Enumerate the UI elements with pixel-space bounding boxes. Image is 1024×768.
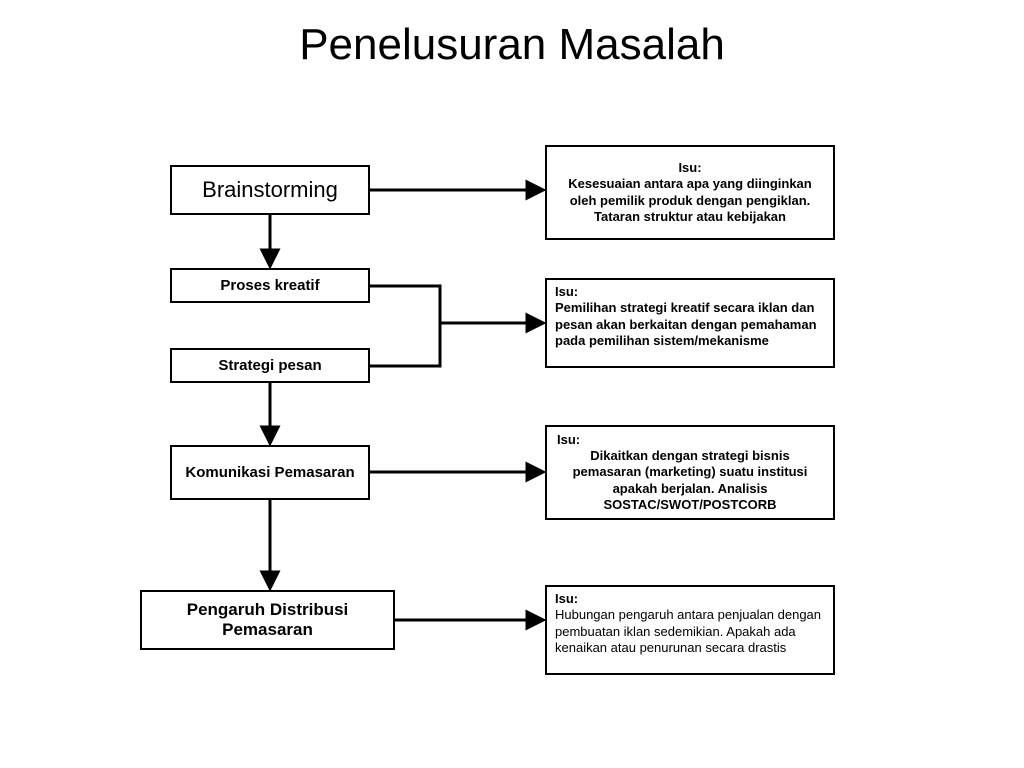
node-isu-2: Isu: Pemilihan strategi kreatif secara i… bbox=[545, 278, 835, 368]
node-komunikasi-pemasaran: Komunikasi Pemasaran bbox=[170, 445, 370, 500]
node-pengaruh-distribusi: Pengaruh Distribusi Pemasaran bbox=[140, 590, 395, 650]
issue-body: Kesesuaian antara apa yang diinginkan ol… bbox=[568, 176, 811, 224]
issue-body: Pemilihan strategi kreatif secara iklan … bbox=[555, 300, 817, 348]
node-label: Brainstorming bbox=[202, 177, 338, 203]
issue-label: Isu: bbox=[557, 432, 580, 447]
page-title: Penelusuran Masalah bbox=[0, 20, 1024, 70]
node-brainstorming: Brainstorming bbox=[170, 165, 370, 215]
node-isu-3: Isu: Dikaitkan dengan strategi bisnis pe… bbox=[545, 425, 835, 520]
node-label: Komunikasi Pemasaran bbox=[185, 464, 354, 481]
node-isu-4: Isu: Hubungan pengaruh antara penjualan … bbox=[545, 585, 835, 675]
issue-body: Hubungan pengaruh antara penjualan denga… bbox=[555, 607, 821, 655]
node-label: Strategi pesan bbox=[218, 357, 321, 374]
issue-label: Isu: bbox=[678, 160, 701, 175]
issue-label: Isu: bbox=[555, 591, 578, 606]
node-label: Proses kreatif bbox=[220, 277, 319, 294]
node-label: Pengaruh Distribusi Pemasaran bbox=[150, 600, 385, 640]
node-strategi-pesan: Strategi pesan bbox=[170, 348, 370, 383]
connectors bbox=[0, 0, 1024, 768]
diagram-canvas: Penelusuran Masalah Brainstorming Proses… bbox=[0, 0, 1024, 768]
issue-body: Dikaitkan dengan strategi bisnis pemasar… bbox=[573, 448, 808, 512]
edge-bracket-isu2 bbox=[370, 286, 543, 366]
node-proses-kreatif: Proses kreatif bbox=[170, 268, 370, 303]
issue-label: Isu: bbox=[555, 284, 578, 299]
node-isu-1: Isu: Kesesuaian antara apa yang diingink… bbox=[545, 145, 835, 240]
